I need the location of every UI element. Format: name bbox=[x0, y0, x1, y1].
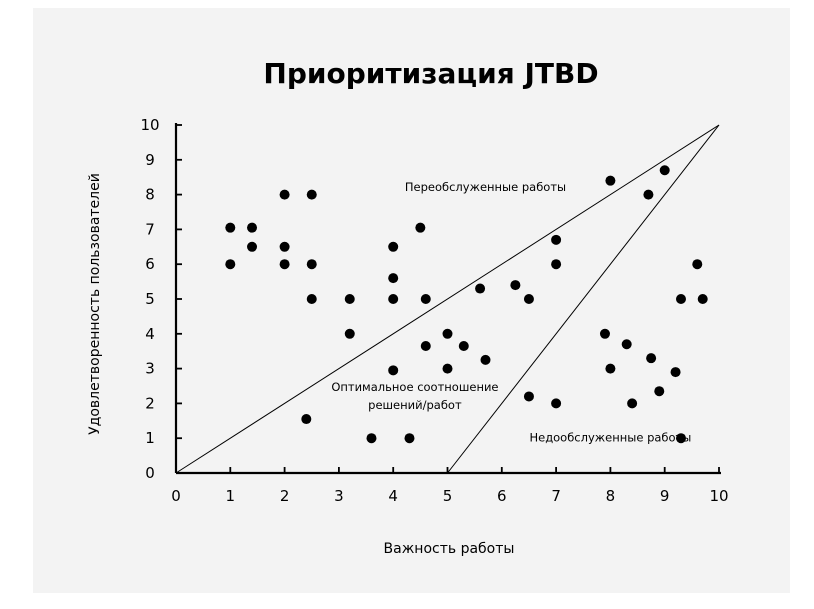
y-tick-label: 10 bbox=[140, 116, 159, 134]
y-tick-label: 3 bbox=[145, 360, 155, 378]
data-point bbox=[344, 294, 355, 304]
data-point bbox=[306, 259, 317, 270]
data-point bbox=[388, 294, 399, 304]
data-point bbox=[605, 175, 616, 186]
region-label: Оптимальное соотношение решений/работ bbox=[331, 380, 498, 412]
x-tick-label: 1 bbox=[226, 487, 236, 505]
data-point bbox=[458, 340, 469, 351]
region-labels: Переобслуженные работы Оптимальное соотно… bbox=[331, 180, 691, 445]
data-point bbox=[279, 189, 290, 200]
data-point bbox=[654, 386, 665, 397]
data-point bbox=[225, 259, 236, 270]
chart-card: Приоритизация JTBD 0 1 2 3 4 5 6 7 8 9 10 0 1 2 3 4 5 6 7 8… bbox=[33, 8, 790, 593]
data-point bbox=[247, 241, 258, 252]
data-point bbox=[621, 339, 632, 350]
data-point bbox=[279, 259, 290, 270]
data-point bbox=[670, 367, 681, 378]
y-tick-label: 1 bbox=[145, 429, 155, 447]
region-boundary-line bbox=[175, 124, 720, 474]
data-point bbox=[442, 363, 453, 374]
data-point bbox=[366, 433, 377, 444]
data-point bbox=[442, 328, 453, 339]
data-point bbox=[510, 280, 521, 291]
data-point bbox=[480, 354, 491, 365]
x-tick-label: 6 bbox=[497, 487, 507, 505]
x-tick-label: 0 bbox=[171, 487, 181, 505]
data-point bbox=[344, 328, 355, 339]
data-point bbox=[659, 165, 670, 176]
y-tick-label: 9 bbox=[145, 151, 155, 169]
x-tick-label: 10 bbox=[709, 487, 728, 505]
scatter-chart: Приоритизация JTBD 0 1 2 3 4 5 6 7 8 9 10 0 1 2 3 4 5 6 7 8… bbox=[87, 57, 729, 557]
data-points bbox=[225, 165, 708, 444]
data-point bbox=[523, 294, 534, 304]
x-tick-label: 2 bbox=[280, 487, 290, 505]
region-label-line: решений/работ bbox=[368, 398, 462, 412]
x-tick-label: 3 bbox=[334, 487, 344, 505]
data-point bbox=[605, 363, 616, 374]
data-point bbox=[247, 222, 258, 233]
data-point bbox=[551, 398, 562, 409]
data-point bbox=[599, 328, 610, 339]
axes: 0 1 2 3 4 5 6 7 8 9 10 0 1 2 3 4 5 6 7 8 9 10 bbox=[140, 116, 728, 505]
data-point bbox=[306, 294, 317, 304]
data-point bbox=[420, 340, 431, 351]
x-tick-label: 8 bbox=[606, 487, 616, 505]
data-point bbox=[388, 365, 399, 376]
data-point bbox=[675, 433, 686, 444]
x-axis-label: Важность работы bbox=[384, 541, 515, 557]
region-label: Недообслуженные работы bbox=[529, 431, 691, 445]
y-tick-label: 7 bbox=[145, 220, 155, 238]
x-tick-label: 5 bbox=[443, 487, 453, 505]
data-point bbox=[388, 273, 399, 284]
data-point bbox=[225, 222, 236, 233]
y-axis-label: Удовлетворенность пользователей bbox=[87, 173, 103, 435]
data-point bbox=[415, 222, 426, 233]
data-point bbox=[646, 353, 657, 364]
chart-title: Приоритизация JTBD bbox=[263, 57, 598, 90]
data-point bbox=[551, 234, 562, 245]
data-point bbox=[643, 189, 654, 200]
region-label: Переобслуженные работы bbox=[405, 180, 566, 194]
data-point bbox=[475, 283, 486, 294]
data-point bbox=[627, 398, 638, 409]
x-tick-label: 9 bbox=[660, 487, 670, 505]
y-tick-label: 8 bbox=[145, 186, 155, 204]
region-boundaries bbox=[175, 124, 720, 474]
data-point bbox=[675, 294, 686, 304]
data-point bbox=[523, 391, 534, 402]
data-point bbox=[404, 433, 415, 444]
region-boundary-line bbox=[447, 124, 720, 474]
region-label-line: Оптимальное соотношение bbox=[331, 380, 498, 394]
data-point bbox=[301, 414, 312, 425]
data-point bbox=[551, 259, 562, 270]
data-point bbox=[306, 189, 317, 200]
y-tick-label: 4 bbox=[145, 325, 155, 343]
y-tick-label: 2 bbox=[145, 394, 155, 412]
data-point bbox=[420, 294, 431, 304]
data-point bbox=[692, 259, 703, 270]
x-tick-label: 7 bbox=[551, 487, 561, 505]
x-tick-label: 4 bbox=[388, 487, 398, 505]
y-tick-label: 6 bbox=[145, 255, 155, 273]
y-tick-label: 5 bbox=[145, 290, 155, 308]
data-point bbox=[388, 241, 399, 252]
y-tick-label: 0 bbox=[145, 464, 155, 482]
data-point bbox=[279, 241, 290, 252]
data-point bbox=[697, 294, 708, 304]
